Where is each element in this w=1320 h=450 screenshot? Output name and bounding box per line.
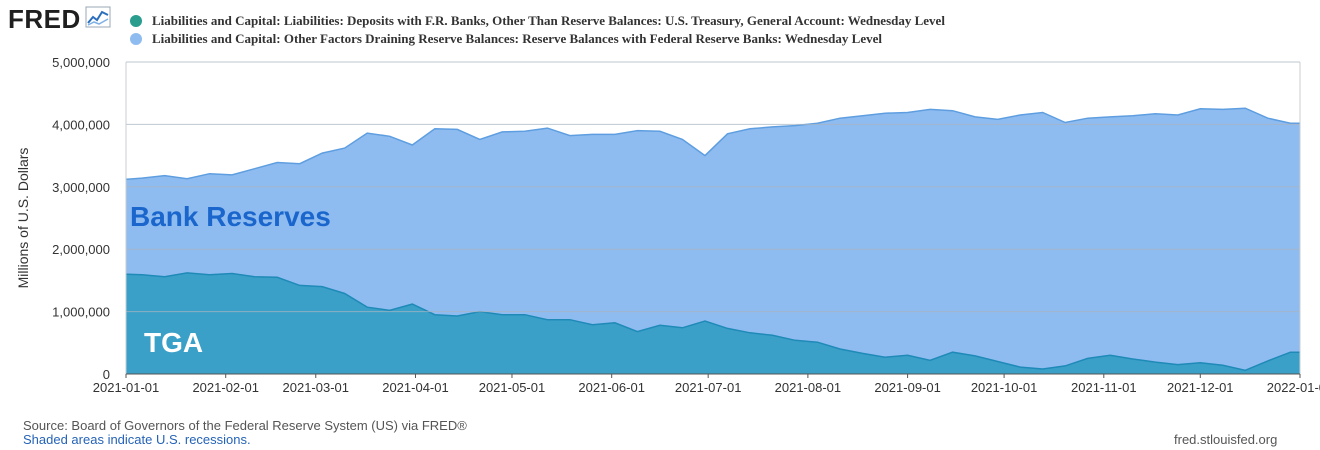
line-chart-icon (85, 6, 111, 33)
x-tick-label: 2021-05-01 (479, 380, 546, 395)
y-tick-label: 3,000,000 (52, 180, 110, 195)
x-tick-label: 2021-07-01 (675, 380, 742, 395)
x-tick-label: 2021-02-01 (192, 380, 259, 395)
y-tick-label: 0 (103, 367, 110, 382)
annotation-bank-reserves: Bank Reserves (130, 201, 331, 232)
legend-dot-icon (130, 33, 142, 45)
y-axis-label: Millions of U.S. Dollars (15, 148, 31, 289)
y-tick-label: 5,000,000 (52, 55, 110, 70)
y-tick-label: 2,000,000 (52, 242, 110, 257)
legend-label-reserves: Liabilities and Capital: Other Factors D… (152, 31, 882, 46)
annotation-tga: TGA (144, 327, 203, 358)
fred-wordmark: FRED (8, 4, 81, 34)
y-tick-label: 4,000,000 (52, 117, 110, 132)
series-area-tga (126, 272, 1300, 374)
legend-label-tga: Liabilities and Capital: Liabilities: De… (152, 13, 945, 28)
x-tick-label: 2021-11-01 (1071, 380, 1137, 395)
y-tick-label: 1,000,000 (52, 305, 110, 320)
x-tick-label: 2021-12-01 (1167, 380, 1234, 395)
legend-item-tga[interactable]: Liabilities and Capital: Liabilities: De… (130, 12, 945, 30)
area-chart: 0 1,000,000 2,000,000 3,000,000 4,000,000 5,0… (15, 55, 1320, 395)
legend-dot-icon (130, 15, 142, 27)
series-line-tga (125, 272, 1300, 372)
x-tick-label: 2021-08-01 (775, 380, 842, 395)
x-tick-label: 2021-03-01 (283, 380, 350, 395)
x-tick-label: 2021-09-01 (874, 380, 941, 395)
series-line-bank-reserves (125, 107, 1300, 181)
x-tick-label: 2022-01-01 (1267, 380, 1320, 395)
source-note: Source: Board of Governors of the Federa… (23, 418, 467, 433)
x-tick-label: 2021-01-01 (93, 380, 160, 395)
recession-note[interactable]: Shaded areas indicate U.S. recessions. (23, 432, 251, 447)
legend-item-reserves[interactable]: Liabilities and Capital: Other Factors D… (130, 30, 945, 48)
fred-logo[interactable]: FRED (8, 4, 111, 35)
chart-legend: Liabilities and Capital: Liabilities: De… (130, 12, 945, 48)
x-tick-label: 2021-06-01 (578, 380, 645, 395)
x-tick-label: 2021-10-01 (971, 380, 1038, 395)
x-tick-label: 2021-04-01 (382, 380, 449, 395)
site-url[interactable]: fred.stlouisfed.org (1174, 432, 1278, 447)
